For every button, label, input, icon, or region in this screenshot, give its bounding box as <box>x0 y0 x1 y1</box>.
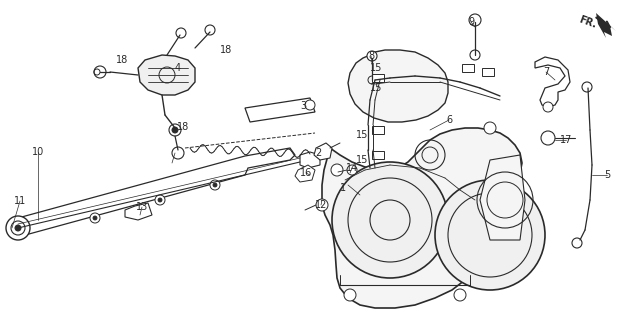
Text: FR.: FR. <box>578 14 598 30</box>
Polygon shape <box>125 203 152 220</box>
Text: 8: 8 <box>368 51 374 61</box>
Circle shape <box>331 164 343 176</box>
Circle shape <box>344 289 356 301</box>
Bar <box>372 74 384 82</box>
Polygon shape <box>348 50 448 122</box>
Circle shape <box>6 216 30 240</box>
Text: 5: 5 <box>604 170 610 180</box>
Text: 14: 14 <box>346 163 358 173</box>
Polygon shape <box>480 155 525 240</box>
Circle shape <box>367 51 377 61</box>
Text: 18: 18 <box>177 122 189 132</box>
Polygon shape <box>314 143 332 160</box>
Text: 13: 13 <box>136 202 148 212</box>
Text: 15: 15 <box>356 130 368 140</box>
Circle shape <box>155 195 165 205</box>
Polygon shape <box>322 128 522 308</box>
Circle shape <box>158 198 162 202</box>
Text: 3: 3 <box>300 101 306 111</box>
Bar <box>462 64 474 72</box>
Circle shape <box>543 102 553 112</box>
Polygon shape <box>138 55 195 95</box>
Circle shape <box>213 183 217 187</box>
Circle shape <box>93 216 97 220</box>
Polygon shape <box>300 152 320 168</box>
Circle shape <box>169 124 181 136</box>
Text: 10: 10 <box>32 147 44 157</box>
Circle shape <box>94 66 106 78</box>
Circle shape <box>305 100 315 110</box>
Circle shape <box>205 25 215 35</box>
Text: 15: 15 <box>370 83 382 93</box>
Text: 15: 15 <box>356 155 368 165</box>
Circle shape <box>210 180 220 190</box>
Text: 15: 15 <box>370 63 382 73</box>
Bar <box>482 68 494 76</box>
Circle shape <box>172 127 178 133</box>
Circle shape <box>176 28 186 38</box>
Circle shape <box>90 213 100 223</box>
Text: 12: 12 <box>315 200 327 210</box>
Polygon shape <box>596 13 616 38</box>
Polygon shape <box>295 165 315 182</box>
Polygon shape <box>245 98 315 122</box>
Circle shape <box>347 165 357 175</box>
Bar <box>372 151 384 159</box>
Polygon shape <box>12 148 295 237</box>
Circle shape <box>454 289 466 301</box>
Text: 9: 9 <box>468 17 474 27</box>
Text: 16: 16 <box>300 168 312 178</box>
Bar <box>372 126 384 134</box>
Text: 6: 6 <box>446 115 452 125</box>
Text: 18: 18 <box>220 45 232 55</box>
Text: 17: 17 <box>560 135 572 145</box>
Text: 18: 18 <box>116 55 128 65</box>
Circle shape <box>15 225 21 231</box>
Circle shape <box>484 122 496 134</box>
Text: 2: 2 <box>315 148 321 158</box>
Text: 11: 11 <box>14 196 26 206</box>
Circle shape <box>541 131 555 145</box>
Circle shape <box>316 199 328 211</box>
Polygon shape <box>535 57 570 107</box>
Text: 1: 1 <box>340 183 346 193</box>
Text: 7: 7 <box>543 67 549 77</box>
Circle shape <box>504 164 516 176</box>
Circle shape <box>582 82 592 92</box>
Text: 4: 4 <box>175 63 181 73</box>
Circle shape <box>172 147 184 159</box>
Circle shape <box>469 14 481 26</box>
Circle shape <box>435 180 545 290</box>
Circle shape <box>332 162 448 278</box>
